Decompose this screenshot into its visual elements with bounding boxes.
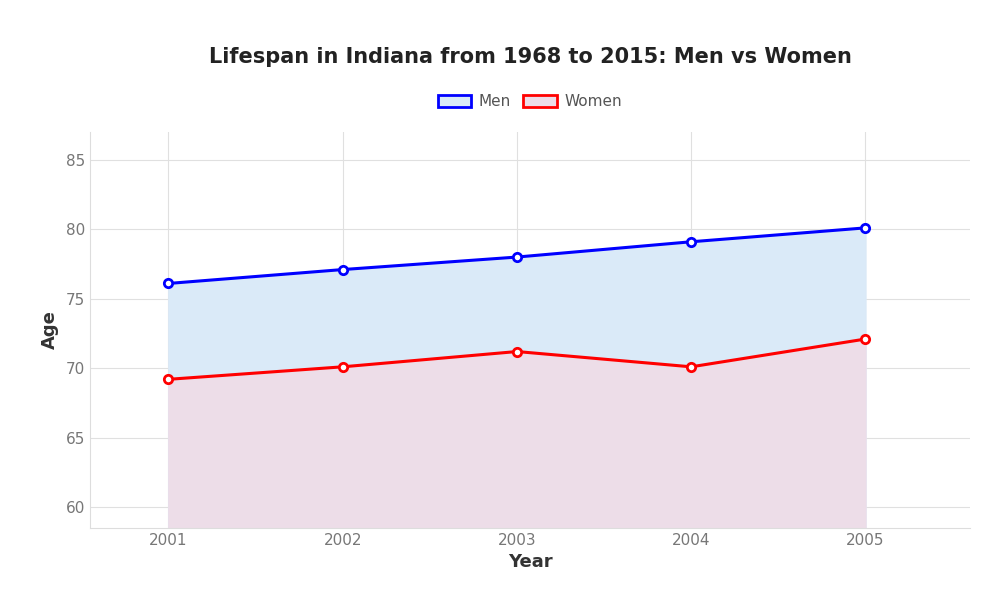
X-axis label: Year: Year bbox=[508, 553, 552, 571]
Title: Lifespan in Indiana from 1968 to 2015: Men vs Women: Lifespan in Indiana from 1968 to 2015: M… bbox=[209, 47, 851, 67]
Y-axis label: Age: Age bbox=[41, 311, 59, 349]
Legend: Men, Women: Men, Women bbox=[432, 88, 628, 115]
